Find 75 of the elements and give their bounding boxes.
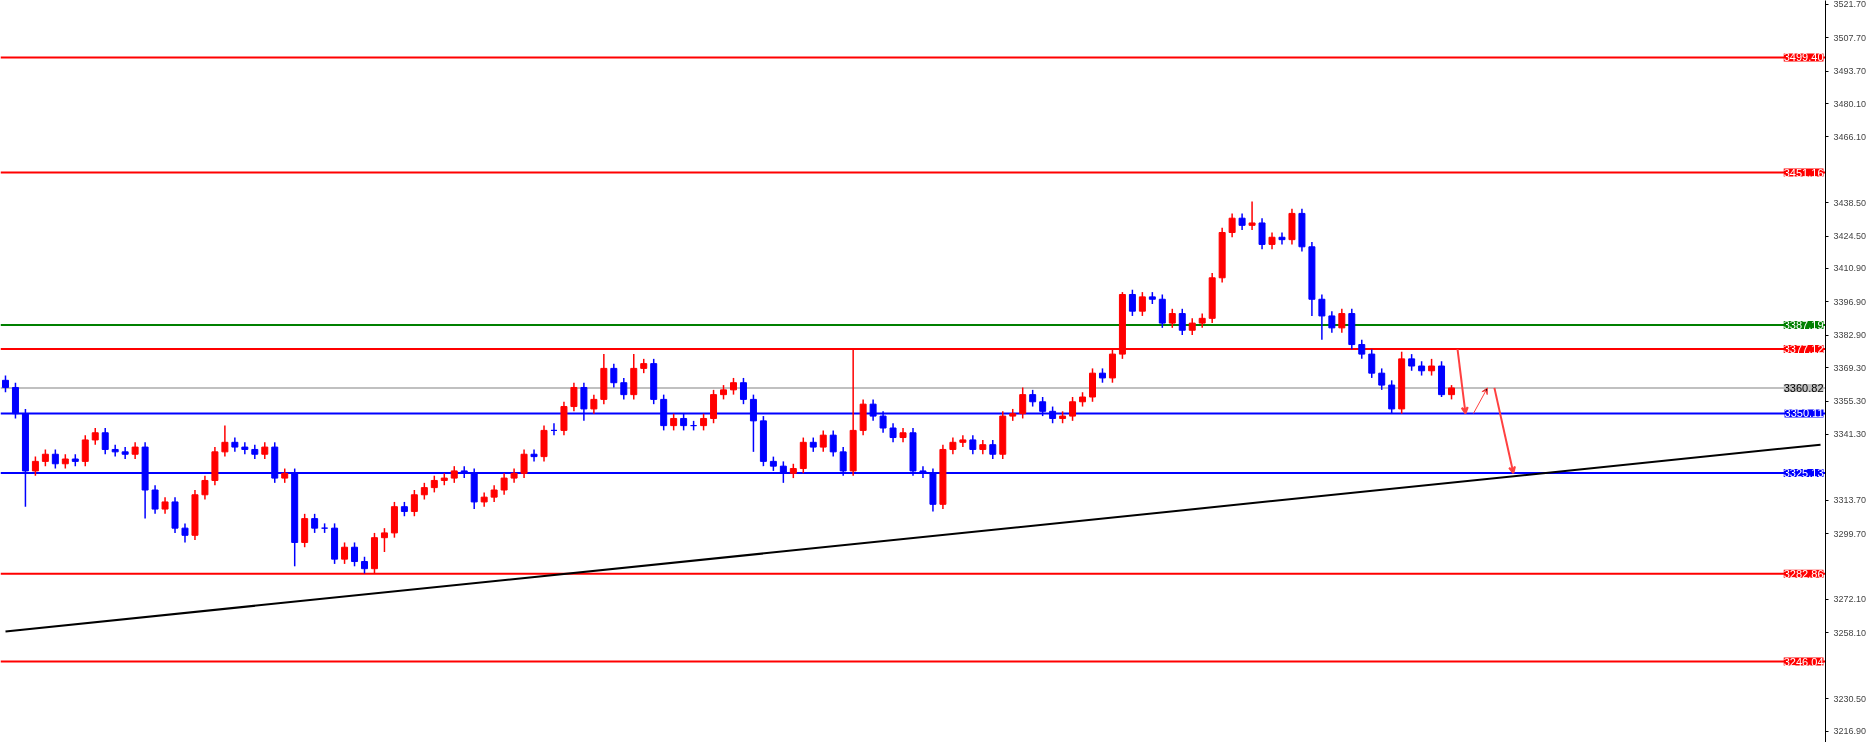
y-tick-label: 3521.70 bbox=[1833, 0, 1867, 10]
candlestick bbox=[1318, 293, 1326, 341]
candlestick bbox=[520, 448, 528, 479]
candlestick bbox=[1168, 308, 1176, 329]
candlestick bbox=[51, 448, 59, 470]
candlestick bbox=[500, 472, 508, 496]
candlestick bbox=[151, 484, 159, 515]
candlestick bbox=[1358, 339, 1366, 360]
ref-line-label: 3451.16 bbox=[1783, 166, 1824, 179]
candlestick bbox=[341, 541, 349, 565]
candlestick bbox=[101, 427, 109, 455]
candlestick bbox=[570, 381, 578, 413]
candlestick bbox=[889, 422, 897, 444]
candlestick bbox=[1069, 396, 1077, 422]
y-tick-label: 3272.10 bbox=[1833, 594, 1867, 605]
y-tick-label: 3216.90 bbox=[1833, 726, 1867, 737]
candlestick bbox=[610, 362, 618, 389]
candlestick bbox=[1128, 288, 1136, 317]
candlestick bbox=[989, 439, 997, 460]
candlestick bbox=[181, 522, 189, 544]
candlestick bbox=[201, 474, 209, 501]
candlestick bbox=[1138, 291, 1146, 317]
y-tick-label: 3369.30 bbox=[1833, 362, 1867, 373]
y-tick-label: 3466.10 bbox=[1833, 131, 1867, 142]
ref-line-label: 3360.82 bbox=[1783, 381, 1824, 394]
candlestick bbox=[590, 393, 598, 415]
y-tick-label: 3493.70 bbox=[1833, 66, 1867, 77]
ref-line-label: 3499.40 bbox=[1783, 51, 1824, 64]
candlestick bbox=[1368, 348, 1376, 379]
y-tick-label: 3258.10 bbox=[1833, 627, 1867, 638]
ref-line-label: 3325.13 bbox=[1783, 467, 1824, 479]
candlestick bbox=[1178, 308, 1186, 336]
y-tick-label: 3480.10 bbox=[1833, 98, 1867, 109]
candlestick bbox=[31, 455, 39, 477]
candlestick bbox=[301, 513, 309, 548]
candlestick bbox=[410, 489, 418, 517]
y-tick-label: 3299.70 bbox=[1833, 528, 1867, 539]
candlestick bbox=[1089, 367, 1096, 403]
candlestick bbox=[969, 434, 977, 455]
candlestick bbox=[1248, 200, 1256, 231]
candlestick bbox=[710, 389, 718, 424]
y-tick-label: 3355.30 bbox=[1833, 396, 1867, 407]
y-tick-label: 3230.50 bbox=[1833, 693, 1867, 704]
y-tick-label: 3424.50 bbox=[1833, 231, 1867, 242]
candlestick bbox=[1158, 293, 1166, 329]
candlestick bbox=[829, 429, 837, 458]
y-tick-label: 3341.30 bbox=[1833, 429, 1867, 440]
candlestick bbox=[1328, 310, 1336, 334]
y-tick-label: 3507.70 bbox=[1833, 32, 1867, 43]
candlestick bbox=[81, 434, 89, 467]
ref-line-label: 3282.86 bbox=[1783, 567, 1824, 580]
candlestick bbox=[1228, 212, 1236, 239]
candlestick bbox=[380, 527, 388, 553]
ref-line-label: 3377.12 bbox=[1783, 343, 1824, 356]
candlestick bbox=[1278, 231, 1286, 246]
ref-line-label: 3350.11 bbox=[1784, 407, 1824, 420]
ref-line-label: 3246.04 bbox=[1783, 655, 1824, 668]
candlestick bbox=[221, 424, 229, 458]
candlestick bbox=[311, 513, 319, 534]
candlestick bbox=[620, 377, 628, 401]
candlestick bbox=[530, 448, 538, 463]
y-tick-label: 3410.90 bbox=[1833, 263, 1867, 274]
y-tick-label: 3438.50 bbox=[1833, 197, 1867, 208]
candlestick bbox=[560, 401, 568, 436]
y-tick-label: 3313.70 bbox=[1833, 495, 1867, 506]
candlestick bbox=[351, 541, 359, 568]
candlestick bbox=[1258, 217, 1266, 250]
candlestick bbox=[1338, 308, 1346, 334]
ref-line-label: 3387.19 bbox=[1783, 319, 1824, 332]
y-tick-label: 3382.90 bbox=[1833, 330, 1867, 341]
candlestick bbox=[1378, 367, 1386, 391]
y-tick-label: 3396.90 bbox=[1833, 296, 1867, 307]
candlestick bbox=[739, 377, 747, 405]
candlestick bbox=[819, 429, 827, 453]
candlestick bbox=[1019, 386, 1027, 420]
